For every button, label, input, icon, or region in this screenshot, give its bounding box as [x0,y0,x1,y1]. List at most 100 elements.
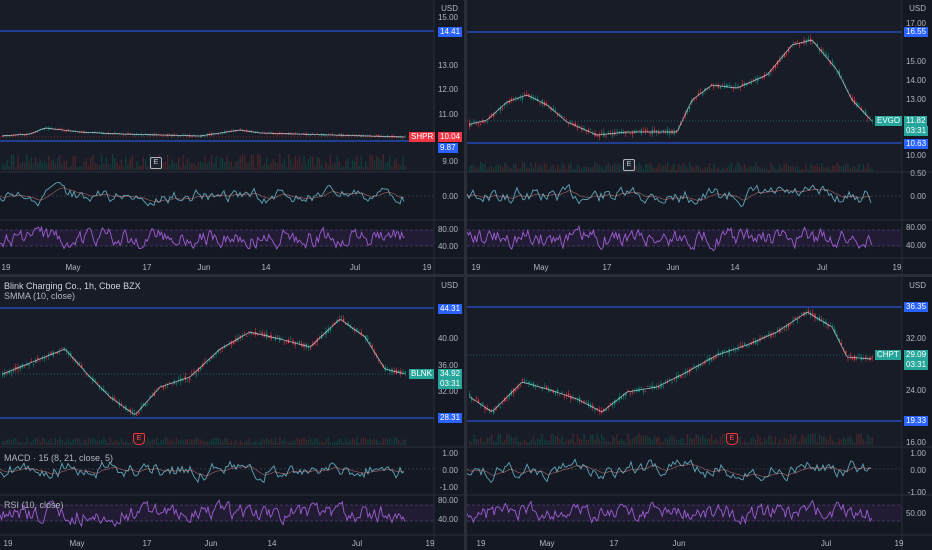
volume-bar [719,436,722,445]
candle-body [766,335,768,337]
smma-line [468,312,872,412]
chart-canvas-chpt[interactable] [467,277,932,550]
volume-bar [532,167,535,172]
volume-bar [83,161,85,170]
candle-body [43,357,46,359]
volume-bar [171,159,173,170]
volume-bar [629,439,631,445]
volume-bar [697,435,700,445]
volume-bar [8,439,10,445]
volume-bar [587,440,590,445]
volume-bar [257,442,259,445]
volume-bar [618,440,620,445]
volume-bar [651,164,653,172]
macd-label[interactable]: MACD · 15 (8, 21, close, 5) [4,453,114,463]
volume-bar [513,437,515,445]
candle-body [371,345,373,348]
bar-countdown: 03:31 [904,126,929,136]
candle-body [645,129,647,132]
chart-panel-shpr[interactable]: USD 15.00 13.00 12.00 11.00 9.00 14.41 S… [0,0,464,274]
candle-body [239,335,241,339]
volume-bar [41,437,43,445]
pane-divider-horizontal[interactable] [0,274,932,277]
earnings-flag[interactable]: E [726,433,738,445]
candle-body [480,123,482,125]
volume-bar [673,436,675,445]
time-axis-label: 19 [1,263,11,272]
candle-body [259,331,261,333]
candle-body [120,404,123,406]
volume-bar [568,440,570,445]
volume-bar [711,434,713,445]
candle-body [860,107,862,111]
volume-bar [123,441,125,445]
chart-canvas-blnk[interactable] [0,277,464,550]
candle-body [739,86,741,88]
rsi-tick: 80.00 [437,225,458,234]
indicator-label[interactable]: SMMA (10, close) [4,291,76,301]
chart-panel-chpt[interactable]: USD 32.00 24.00 16.00 36.35 CHPT 29.09 0… [467,277,932,550]
chart-canvas-shpr[interactable] [0,0,464,274]
volume-bar [649,162,651,172]
volume-bar [123,166,125,170]
volume-bar [581,168,583,172]
candle-body [777,61,779,65]
volume-bar [15,438,17,445]
candle-body [116,402,118,404]
symbol-title[interactable]: Blink Charging Co., 1h, Cboe BZX [4,281,141,291]
volume-bar [550,166,552,172]
volume-bar [741,442,744,445]
chart-canvas-evgo[interactable] [467,0,932,274]
volume-bar [37,162,39,170]
candle-body [543,386,546,388]
candle-body [585,130,587,132]
candle-body [752,79,755,81]
volume-bar [686,433,689,445]
volume-bar [400,165,402,170]
volume-bar [506,434,508,445]
volume-bar [691,438,693,445]
volume-bar [812,164,814,172]
macd-tick: 0.50 [910,169,926,178]
volume-bar [129,158,131,170]
candle-body [517,98,519,100]
volume-bar [748,166,750,172]
earnings-flag[interactable]: E [623,159,635,171]
candle-body [583,400,585,402]
volume-bar [847,164,849,172]
volume-bar [2,163,4,170]
candle-body [733,349,735,351]
volume-bar [609,441,612,445]
volume-bar [296,159,299,170]
volume-bar [343,166,345,170]
rsi-label[interactable]: RSI (10, close) [4,500,64,510]
candle-body [114,132,116,134]
volume-bar [827,166,829,172]
volume-bar [700,437,702,445]
volume-bar [807,434,810,445]
earnings-flag[interactable]: E [150,157,162,169]
candle-body [285,340,288,342]
volume-bar [856,433,858,445]
candle-body [761,77,763,79]
volume-bar [200,161,202,170]
candle-body [131,410,134,412]
volume-bar [557,435,559,445]
volume-bar [235,161,237,170]
price-tick: 40.00 [437,334,458,343]
volume-bar [285,441,288,445]
earnings-flag[interactable]: E [133,433,145,445]
chart-panel-blnk[interactable]: Blink Charging Co., 1h, Cboe BZX SMMA (1… [0,277,464,550]
candle-body [612,133,614,136]
volume-bar [281,163,283,170]
volume-bar [186,158,189,170]
chart-panel-evgo[interactable]: USD 17.00 15.00 14.00 13.00 10.00 16.55 … [467,0,932,274]
volume-bar [208,161,211,170]
volume-bar [147,165,149,170]
volume-bar [669,169,671,172]
candle-body [653,129,656,132]
main-pane-bg [467,0,902,172]
price-tick: 32.00 [437,387,458,396]
volume-bar [310,156,312,170]
volume-bar [371,155,373,170]
